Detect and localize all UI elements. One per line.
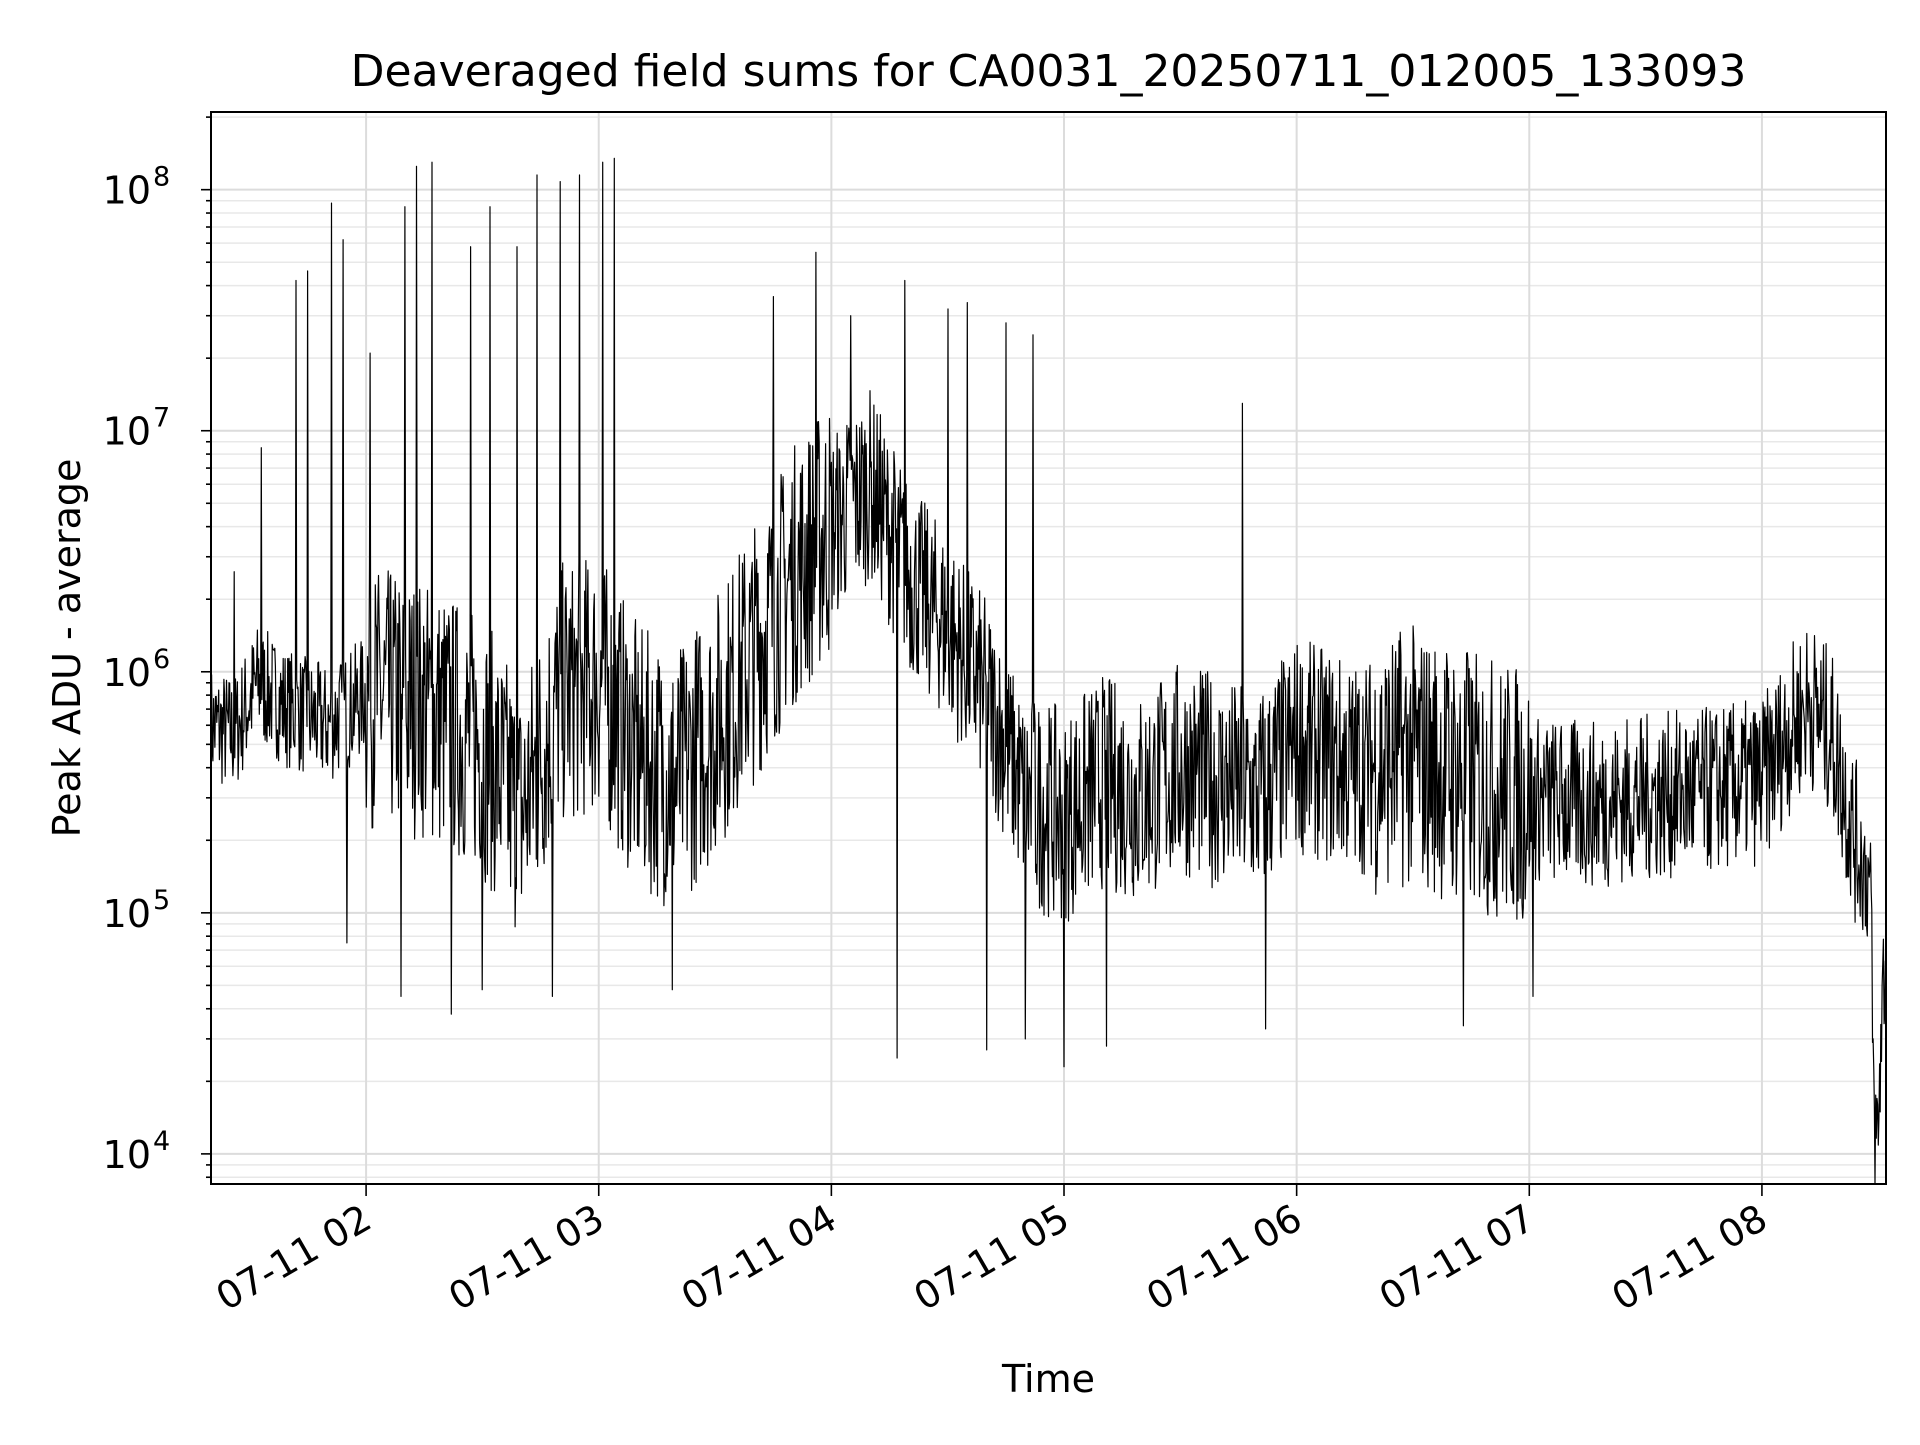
y-tick-label: 10 6 xyxy=(103,644,171,695)
data-layer xyxy=(210,157,1887,1185)
y-tick-label-base: 10 xyxy=(103,651,151,695)
chart-title: Deaveraged field sums for CA0031_2025071… xyxy=(351,46,1747,97)
y-axis-label: Peak ADU - average xyxy=(45,459,89,838)
x-tick-label: 07-11 08 xyxy=(1604,1196,1774,1320)
y-tick-label-base: 10 xyxy=(103,410,151,454)
series-line xyxy=(210,157,1887,1185)
y-tick-label-exponent: 5 xyxy=(153,885,170,916)
x-tick-label: 07-11 02 xyxy=(209,1196,379,1320)
y-tick-label: 10 4 xyxy=(103,1126,171,1177)
y-tick-label-exponent: 6 xyxy=(153,644,170,675)
y-tick-label-exponent: 4 xyxy=(153,1126,170,1157)
y-tick-label-exponent: 8 xyxy=(153,162,170,193)
x-tick-label: 07-11 03 xyxy=(441,1196,611,1320)
x-tick-label: 07-11 07 xyxy=(1372,1196,1542,1320)
y-tick-label: 10 7 xyxy=(103,403,171,454)
x-tick-label: 07-11 04 xyxy=(674,1196,844,1320)
plot-area-frame xyxy=(210,111,1887,1185)
x-tick-label: 07-11 05 xyxy=(907,1196,1077,1320)
y-tick-label: 10 5 xyxy=(103,885,171,936)
y-tick-label: 10 8 xyxy=(103,162,171,213)
grid-layer xyxy=(211,112,1886,1184)
y-tick-label-exponent: 7 xyxy=(153,403,170,434)
y-tick-label-base: 10 xyxy=(103,892,151,936)
y-tick-label-base: 10 xyxy=(103,169,151,213)
y-tick-label-base: 10 xyxy=(103,1133,151,1177)
x-tick-label: 07-11 06 xyxy=(1139,1196,1309,1320)
x-axis-label: Time xyxy=(1001,1357,1095,1401)
